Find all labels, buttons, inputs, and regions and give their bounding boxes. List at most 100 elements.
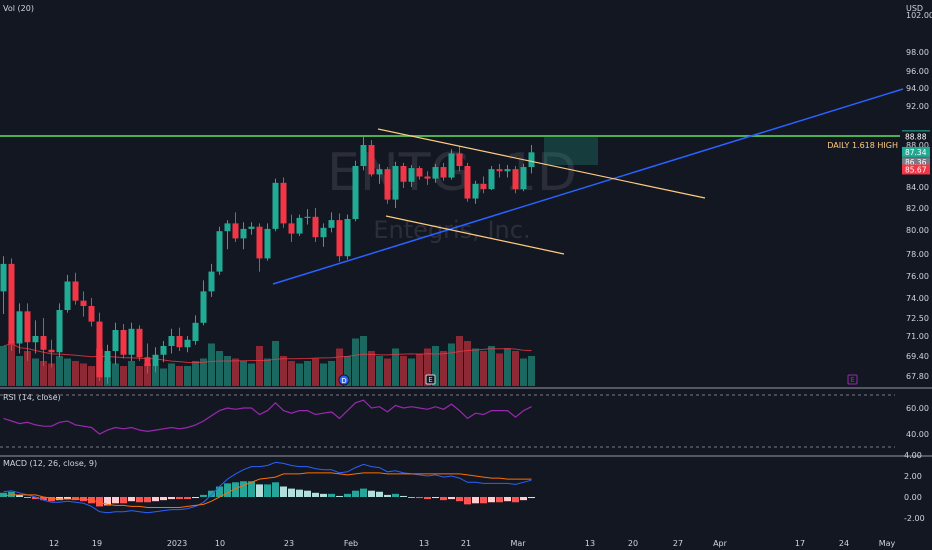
macd-histogram-bar: [304, 490, 311, 497]
macd-histogram-bar: [504, 497, 511, 502]
volume-bar: [64, 358, 71, 386]
channel-upper-line: [377, 128, 706, 199]
rsi-tick-label: 40.00: [906, 430, 929, 439]
macd-histogram-bar: [520, 497, 527, 501]
volume-bar: [504, 348, 511, 386]
volume-bar: [336, 348, 343, 386]
volume-bar: [280, 356, 287, 386]
macd-histogram-bar: [472, 497, 479, 504]
volume-bar: [32, 358, 39, 386]
macd-histogram-bar: [528, 497, 535, 499]
volume-bar: [208, 343, 215, 386]
macd-histogram-bar: [376, 491, 383, 497]
earnings-marker[interactable]: E: [425, 374, 436, 385]
macd-legend[interactable]: MACD (12, 26, close, 9): [3, 459, 97, 468]
x-tick-label: 13: [419, 539, 429, 548]
channel-lower-line: [385, 215, 565, 255]
macd-histogram-bar: [480, 497, 487, 504]
volume-bar: [200, 358, 207, 386]
price-tick-label: 69.40: [906, 352, 929, 361]
macd-histogram-bar: [320, 493, 327, 497]
upcoming-earnings-marker[interactable]: E: [847, 374, 858, 385]
macd-histogram-bar: [144, 497, 151, 503]
macd-histogram-bar: [424, 497, 431, 500]
price-tick-label: 94.00: [906, 84, 929, 93]
macd-histogram-bar: [40, 497, 47, 501]
macd-histogram-bar: [496, 497, 503, 503]
macd-histogram-bar: [224, 483, 231, 497]
candle-body: [248, 226, 255, 229]
candle-body: [64, 281, 71, 310]
macd-histogram-bar: [72, 497, 79, 501]
x-tick-label: 24: [839, 539, 849, 548]
volume-bar: [368, 351, 375, 386]
svg-text:E: E: [850, 376, 854, 384]
candle-body: [232, 223, 239, 239]
x-tick-label: 2023: [167, 539, 187, 548]
price-tick-label: 84.00: [906, 183, 929, 192]
macd-histogram-bar: [248, 481, 255, 497]
volume-bar: [472, 348, 479, 386]
x-tick-label: 27: [673, 539, 683, 548]
volume-bar: [456, 336, 463, 386]
candle-body: [488, 169, 495, 190]
price-label-box: [902, 131, 930, 142]
volume-ma-line: [3, 342, 532, 364]
candle-body: [312, 216, 319, 238]
price-tick-label: 92.00: [906, 102, 929, 111]
volume-legend[interactable]: Vol (20): [3, 4, 34, 13]
price-tick-label: 102.00: [906, 11, 932, 20]
price-tick-label: 76.00: [906, 272, 929, 281]
daily-high-label[interactable]: DAILY 1.618 HIGH: [827, 141, 898, 150]
candle-body: [424, 176, 431, 179]
candle-body: [408, 168, 415, 182]
volume-bar: [408, 358, 415, 386]
candle-body: [520, 167, 527, 190]
candle-body: [0, 263, 7, 292]
svg-text:D: D: [341, 377, 346, 385]
macd-histogram-bar: [48, 497, 55, 502]
volume-bar: [72, 361, 79, 386]
price-tick-label: 88.00: [906, 141, 929, 150]
macd-histogram-bar: [216, 486, 223, 497]
macd-histogram-bar: [120, 497, 127, 504]
macd-histogram-bar: [488, 497, 495, 503]
candle-body: [288, 223, 295, 234]
macd-tick-label: 4.00: [904, 451, 922, 460]
candle-body: [440, 167, 447, 178]
macd-histogram-bar: [112, 497, 119, 504]
price-label-text: 86.36: [905, 158, 927, 167]
volume-bar: [112, 363, 119, 386]
macd-histogram-bar: [272, 482, 279, 497]
x-tick-label: 23: [284, 539, 294, 548]
macd-histogram-bar: [464, 497, 471, 505]
macd-histogram-bar: [448, 497, 455, 500]
price-tick-label: 96.00: [906, 67, 929, 76]
rsi-legend[interactable]: RSI (14, close): [3, 393, 61, 402]
volume-bar: [88, 366, 95, 386]
candle-body: [184, 339, 191, 348]
volume-bar: [376, 356, 383, 386]
volume-bar: [400, 356, 407, 386]
price-tick-label: 82.00: [906, 204, 929, 213]
volume-bar: [240, 361, 247, 386]
candle-body: [88, 306, 95, 322]
price-tick-label: 98.00: [906, 48, 929, 57]
volume-bar: [56, 356, 63, 386]
volume-bar: [264, 358, 271, 386]
price-tick-label: 71.00: [906, 332, 929, 341]
candle-body: [296, 217, 303, 234]
volume-bar: [192, 361, 199, 386]
candle-body: [448, 153, 455, 178]
macd-tick-label: -2.00: [904, 514, 925, 523]
price-label-text: 88.88: [905, 132, 927, 141]
support-trendline: [272, 88, 904, 285]
volume-bar: [80, 363, 87, 386]
macd-histogram-bar: [328, 493, 335, 497]
drawings[interactable]: [0, 88, 904, 285]
candle-body: [120, 330, 127, 355]
price-label-text: 85.67: [905, 165, 927, 174]
volume-bar: [384, 358, 391, 386]
dividend-marker[interactable]: D: [338, 374, 350, 386]
